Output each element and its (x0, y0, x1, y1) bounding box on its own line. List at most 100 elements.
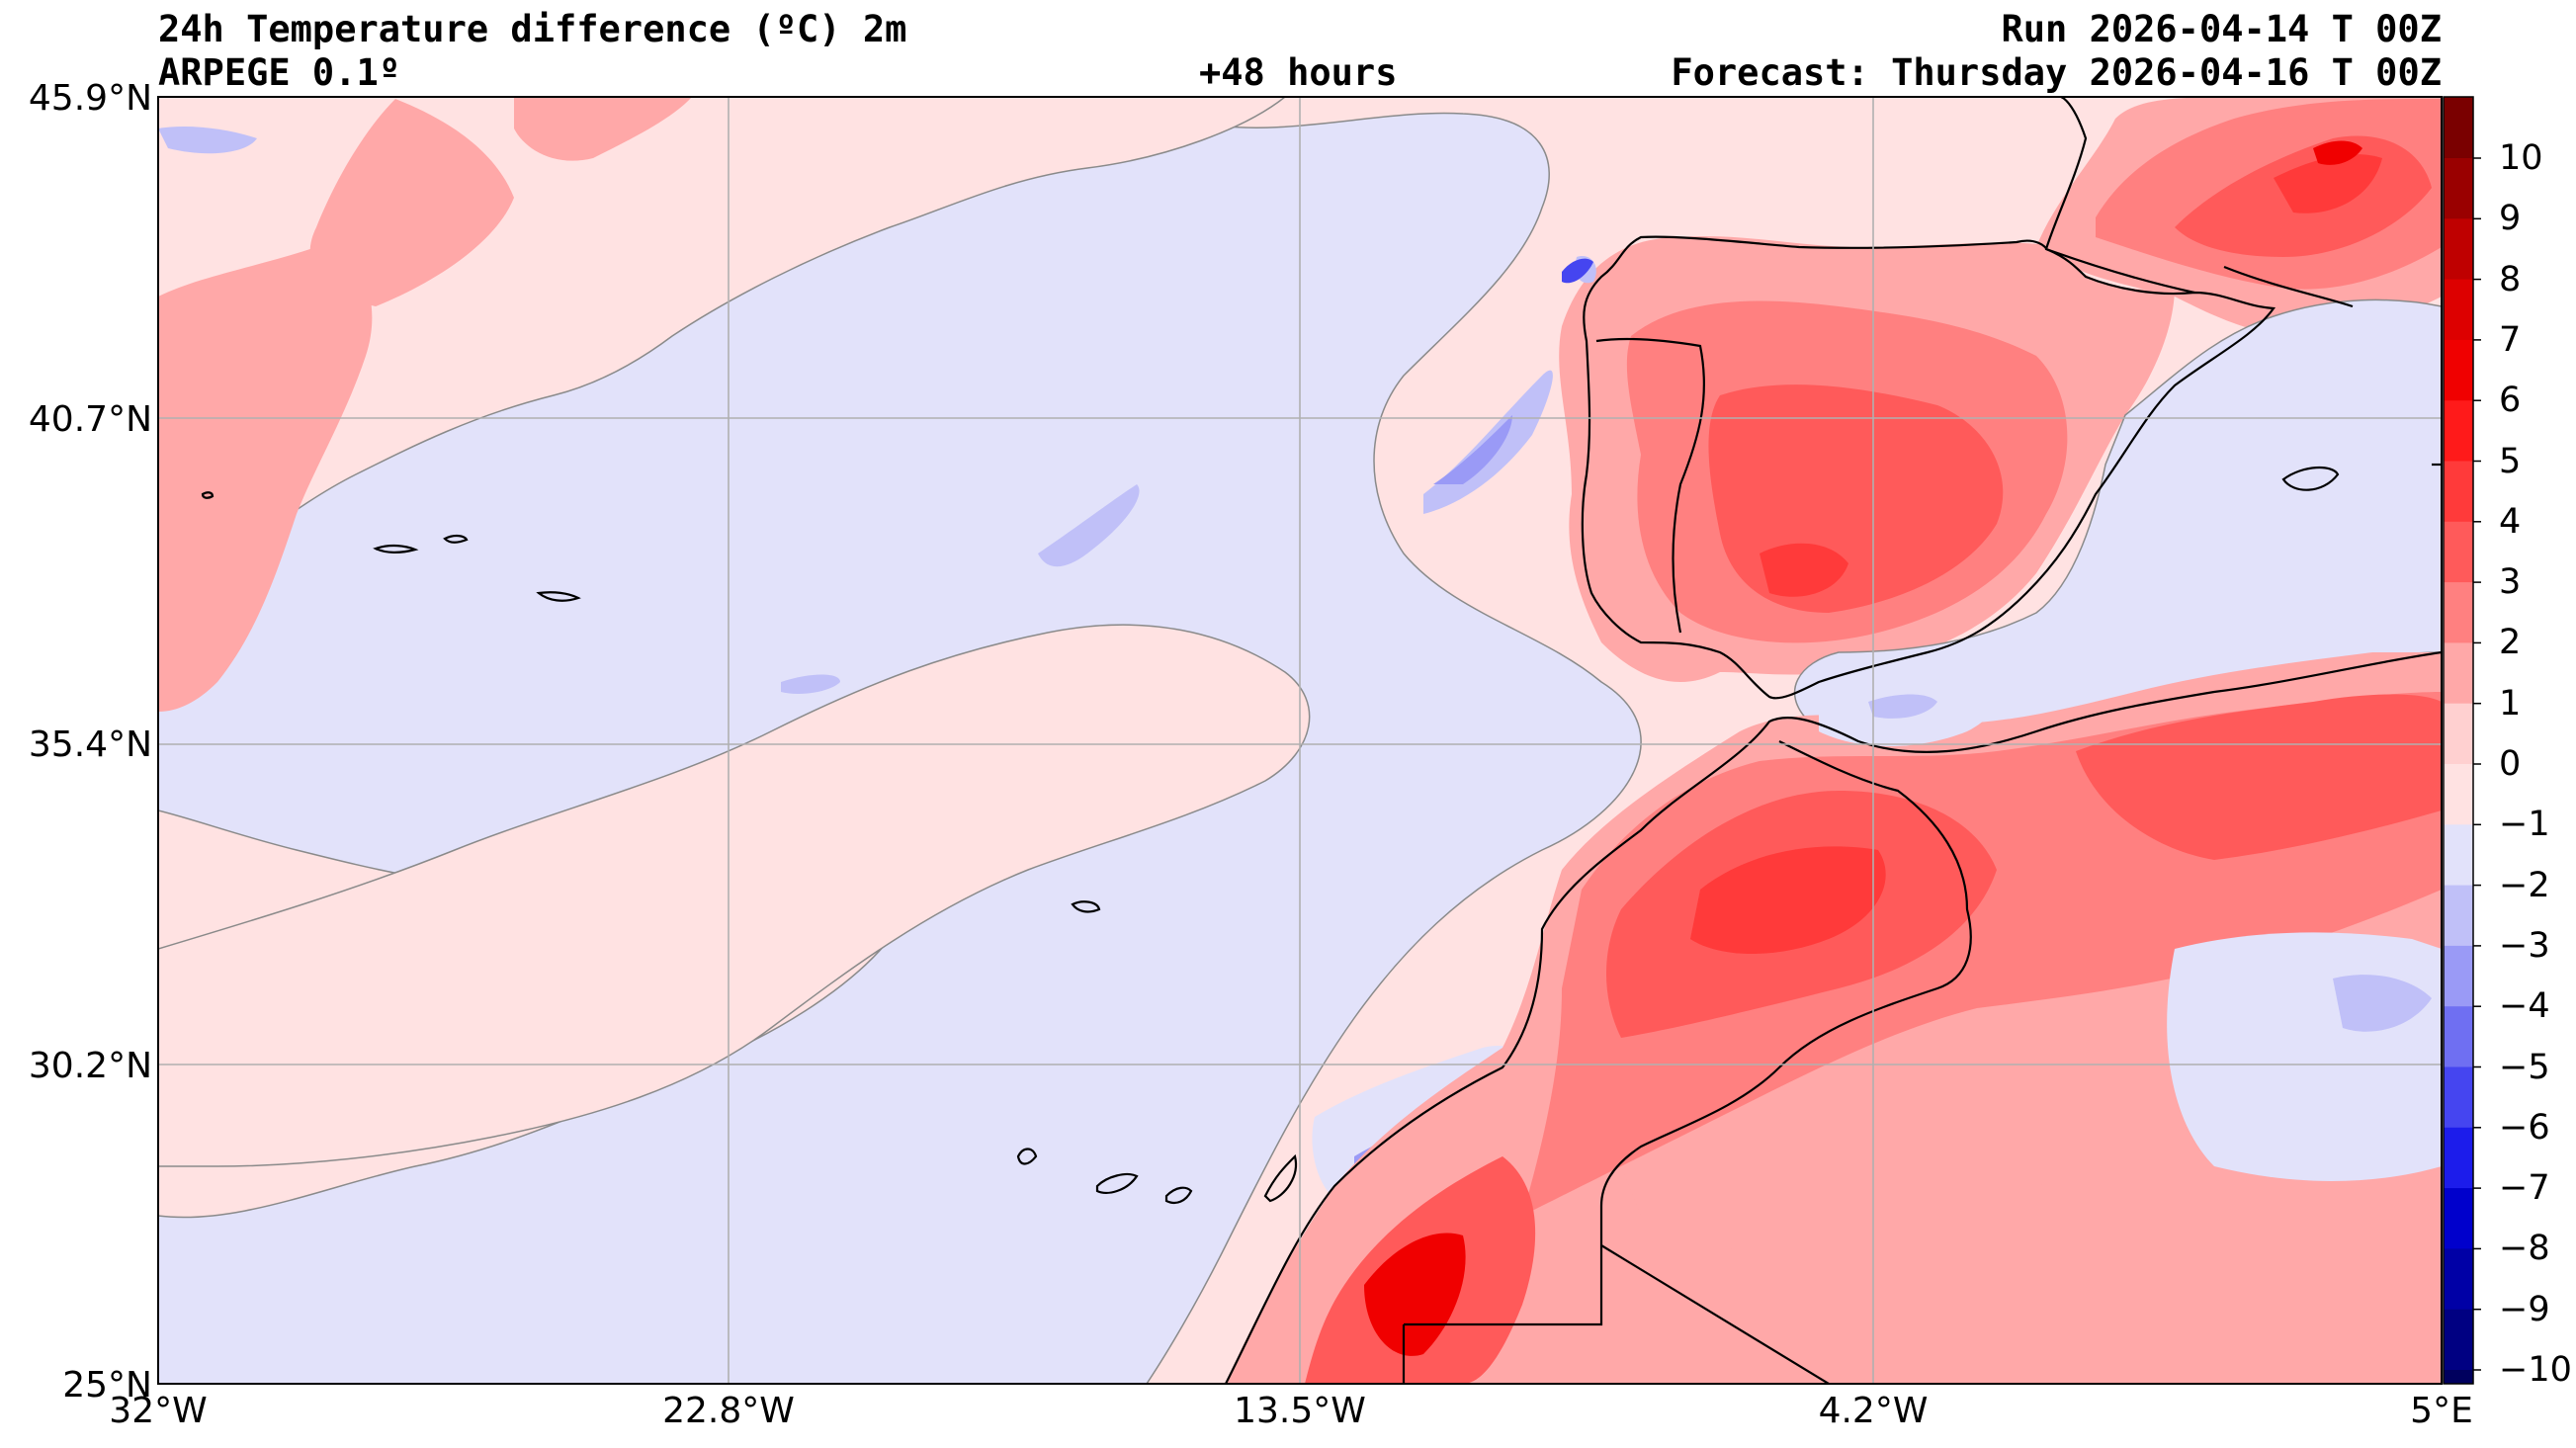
neg1-sahara-east (2333, 975, 2432, 1032)
colorbar-band (2444, 1127, 2473, 1189)
coast-azores4 (201, 491, 215, 499)
run-label: Run 2026-04-14 T 00Z (2001, 8, 2442, 50)
colorbar-tick-label: 3 (2499, 562, 2522, 603)
lon-label-32w: 32°W (109, 1391, 208, 1431)
colorbar-band (2444, 642, 2473, 705)
coast-canary4 (1016, 1148, 1038, 1165)
coastlines (201, 97, 2442, 1384)
coast-balearic (2281, 466, 2340, 491)
gridlines (158, 97, 2442, 1384)
colorbar-tick-label: −4 (2499, 986, 2550, 1027)
model-label: ARPEGE 0.1º (158, 51, 401, 94)
colorbar-tick-label: −6 (2499, 1107, 2550, 1148)
neg4-galicia (1562, 258, 1593, 284)
pos4-nafrica (1690, 846, 1886, 954)
coast-azores1 (373, 544, 419, 554)
colorbar-tick-label: 7 (2499, 319, 2522, 360)
colorbar-band (2444, 1188, 2473, 1249)
colorbar-band (2444, 1248, 2473, 1311)
colorbar-band (2444, 279, 2473, 341)
lat-label-35-4: 35.4°N (28, 724, 152, 765)
pos3-east-algeria (2076, 694, 2442, 860)
neg1-band-mid (1038, 484, 1140, 567)
border-morocco-algeria (1599, 740, 1972, 1207)
lon-label-22-8w: 22.8°W (662, 1391, 795, 1431)
colorbar-tick-label: −7 (2499, 1168, 2550, 1209)
lon-label-13-5w: 13.5°W (1234, 1391, 1366, 1431)
colorbar-band (2444, 158, 2473, 219)
coast-nafrica (1225, 650, 2442, 1384)
colorbar-band (2444, 400, 2473, 462)
border-portugal (1595, 337, 1705, 634)
pos1-sahara-east (1621, 1107, 2056, 1265)
coast-azores2 (443, 534, 469, 544)
colorbar-band (2444, 703, 2473, 765)
lat-label-40-7: 40.7°N (28, 399, 152, 440)
colorbar-tick-label: −9 (2499, 1289, 2550, 1329)
colorbar-tick-label: 5 (2499, 441, 2522, 481)
coast-canary1 (1263, 1153, 1298, 1203)
coast-iberia (1581, 235, 2276, 700)
colorbar-band (2444, 945, 2473, 1007)
neg2-iberia-offshore (1433, 415, 1512, 484)
coast-madeira (1071, 900, 1101, 913)
neg1-patch-nwcorner (158, 127, 257, 154)
lat-label-30-2: 30.2°N (28, 1046, 152, 1086)
colorbar-band (2444, 885, 2473, 947)
colorbar-tick-label: 4 (2499, 501, 2522, 542)
pos4-france-core (2274, 154, 2382, 213)
border-france-east (2223, 265, 2354, 308)
lon-label-4-2w: 4.2°W (1818, 1391, 1929, 1431)
colorbar (2444, 97, 2473, 1384)
pos4-iberia-patch (1760, 543, 1848, 597)
lon-label-5e: 5°E (2410, 1391, 2473, 1431)
colorbar-tick-label: 10 (2499, 138, 2543, 178)
colorbar-tick-label: −5 (2499, 1047, 2550, 1087)
colorbar-tick-label: 9 (2499, 199, 2522, 239)
colorbar-tick-label: −10 (2499, 1350, 2572, 1390)
colorbar-band (2444, 582, 2473, 643)
pos-ocean-tongue (158, 624, 1311, 1167)
colorbar-band (2444, 97, 2473, 159)
border-mauritania (1600, 1244, 1830, 1384)
colorbar-tick-label: 8 (2499, 259, 2522, 299)
colorbar-tick-label: 1 (2499, 683, 2522, 724)
colorbar-band (2444, 461, 2473, 523)
colorbar-band (2444, 1309, 2473, 1371)
colorbar-tick-label: −1 (2499, 805, 2550, 845)
colorbar-tick-label: −8 (2499, 1229, 2550, 1269)
colorbar-tick-label: −3 (2499, 925, 2550, 966)
map-field (158, 97, 2442, 1384)
colorbar-band (2444, 1066, 2473, 1129)
coast-canary2 (1164, 1186, 1193, 1205)
colorbar-tick-label: 0 (2499, 744, 2522, 784)
neg1-band-low (781, 674, 840, 694)
chart-title: 24h Temperature difference (ºC) 2m (158, 8, 907, 50)
lat-label-45-9: 45.9°N (28, 78, 152, 119)
pos5-france-core (2313, 140, 2362, 165)
colorbar-tick-label: 6 (2499, 381, 2522, 421)
plot-frame (157, 96, 2443, 1385)
neg1-alboran (1868, 694, 1937, 719)
colorbar-band (2444, 521, 2473, 583)
coast-canary3 (1095, 1172, 1139, 1194)
neg-sahara-east (2167, 932, 2442, 1181)
colorbar-band (2444, 218, 2473, 281)
coast-azores3 (536, 591, 581, 602)
colorbar-band (2444, 339, 2473, 401)
lead-time-label: +48 hours (1199, 51, 1398, 94)
forecast-label: Forecast: Thursday 2026-04-16 T 00Z (1671, 51, 2442, 94)
colorbar-band (2444, 824, 2473, 887)
colorbar-band (2444, 1370, 2473, 1384)
pos1-patch-nw (158, 245, 373, 712)
colorbar-frame (2443, 96, 2474, 1385)
border-pyrenees (2045, 247, 2195, 295)
colorbar-band (2444, 1006, 2473, 1067)
coast-france (2044, 97, 2088, 250)
colorbar-tick-label: 2 (2499, 623, 2522, 663)
pos1-patch-north (309, 99, 514, 306)
colorbar-band (2444, 764, 2473, 825)
colorbar-tick-label: −2 (2499, 865, 2550, 905)
colorbar-ticks (2473, 157, 2481, 1371)
